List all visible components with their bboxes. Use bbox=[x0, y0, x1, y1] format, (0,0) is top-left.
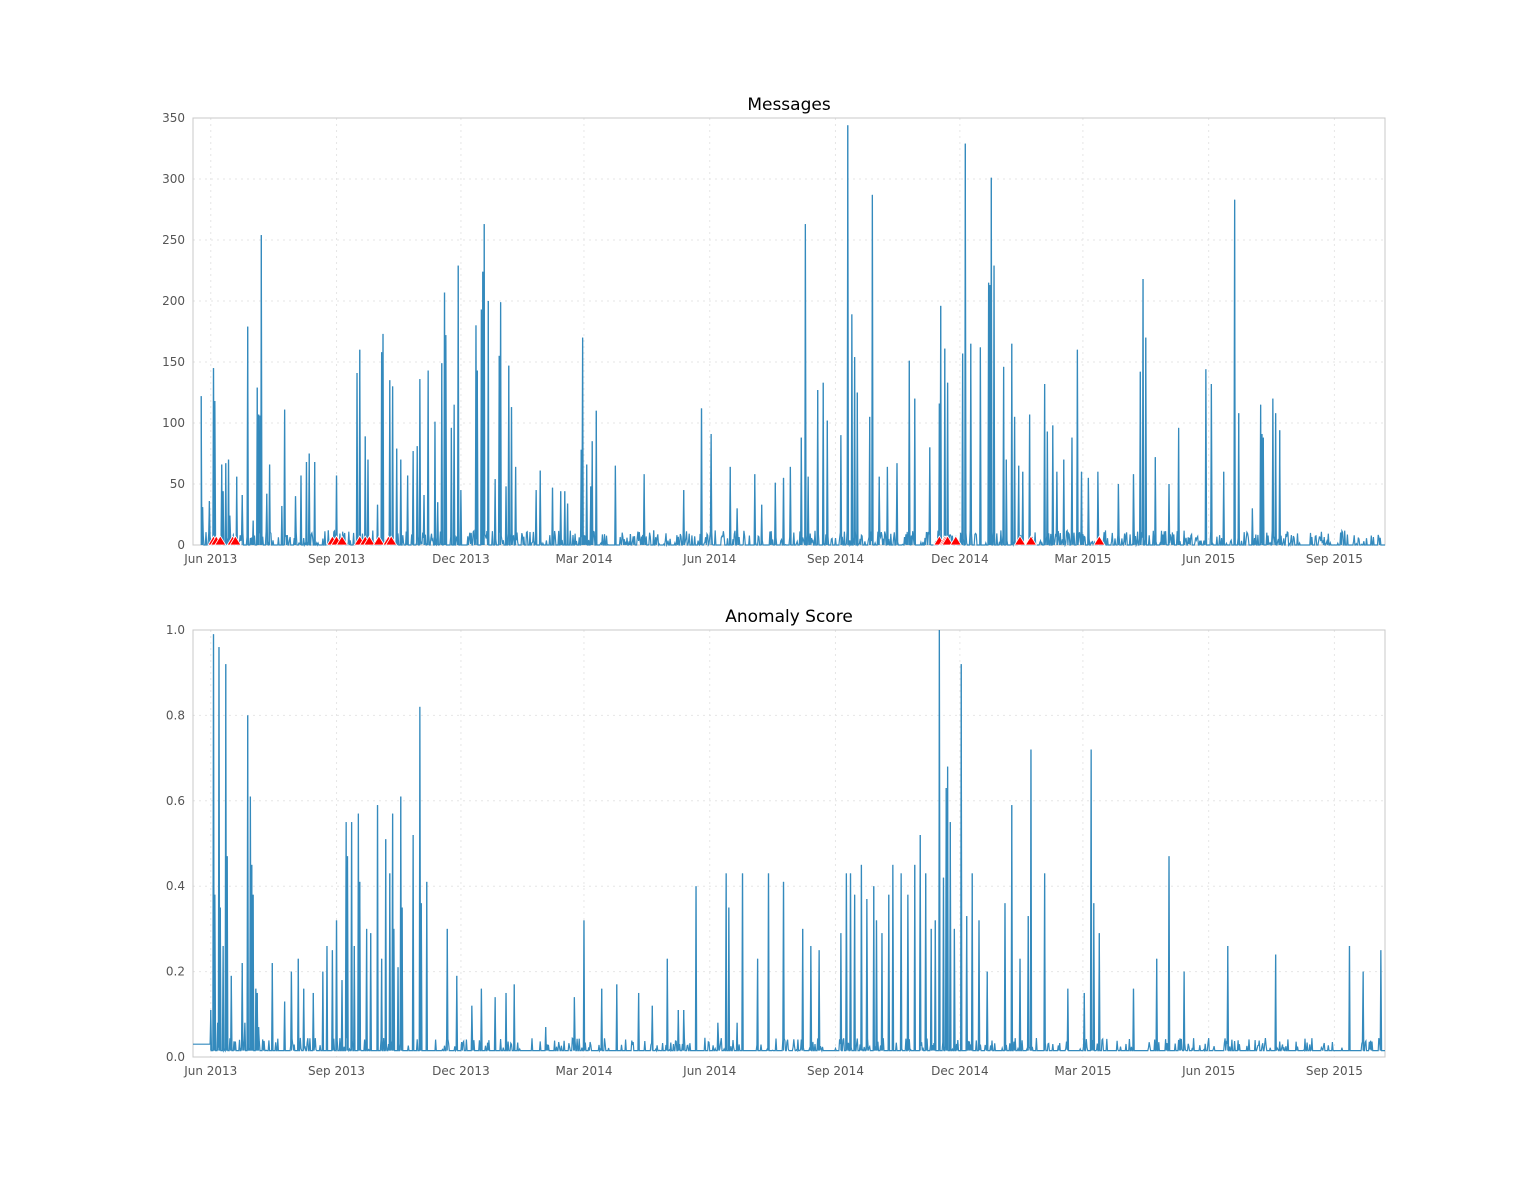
anomaly-marker bbox=[1013, 535, 1027, 546]
y-tick-label: 200 bbox=[162, 294, 185, 308]
x-tick-label: Sep 2014 bbox=[807, 552, 864, 566]
x-tick-label: Jun 2014 bbox=[682, 1064, 736, 1078]
anomaly-marker bbox=[335, 535, 349, 546]
x-tick-label: Sep 2015 bbox=[1306, 1064, 1363, 1078]
x-tick-label: Sep 2015 bbox=[1306, 552, 1363, 566]
anomaly-marker bbox=[384, 535, 398, 546]
y-tick-label: 0.8 bbox=[166, 708, 185, 722]
x-tick-label: Sep 2014 bbox=[807, 1064, 864, 1078]
anomaly-marker bbox=[372, 535, 386, 546]
anomaly-marker bbox=[229, 535, 242, 546]
x-tick-label: Dec 2014 bbox=[931, 552, 989, 566]
series-line bbox=[193, 629, 1385, 1053]
y-tick-label: 350 bbox=[162, 111, 185, 125]
y-tick-label: 0.2 bbox=[166, 965, 185, 979]
x-tick-label: Jun 2013 bbox=[183, 552, 237, 566]
y-tick-label: 0.4 bbox=[166, 879, 185, 893]
y-tick-label: 300 bbox=[162, 172, 185, 186]
chart-title: Messages bbox=[747, 95, 831, 115]
y-tick-label: 0.6 bbox=[166, 794, 185, 808]
chart-title: Anomaly Score bbox=[725, 607, 853, 627]
anomaly-marker bbox=[1093, 535, 1106, 546]
anomaly-marker bbox=[949, 535, 962, 546]
x-tick-label: Sep 2013 bbox=[308, 552, 365, 566]
series-line bbox=[200, 125, 1385, 548]
y-tick-label: 100 bbox=[162, 416, 185, 430]
x-tick-label: Jun 2015 bbox=[1181, 552, 1235, 566]
x-tick-label: Mar 2015 bbox=[1054, 1064, 1111, 1078]
x-tick-label: Mar 2014 bbox=[555, 552, 612, 566]
y-tick-label: 50 bbox=[170, 477, 185, 491]
x-tick-label: Mar 2014 bbox=[555, 1064, 612, 1078]
y-tick-label: 0 bbox=[177, 538, 185, 552]
x-tick-label: Jun 2014 bbox=[682, 552, 736, 566]
plot-frame bbox=[192, 629, 1386, 1058]
x-tick-label: Dec 2014 bbox=[931, 1064, 989, 1078]
x-tick-label: Sep 2013 bbox=[308, 1064, 365, 1078]
anomaly-marker bbox=[214, 535, 227, 546]
anomaly-marker bbox=[1024, 535, 1038, 546]
x-tick-label: Dec 2013 bbox=[432, 1064, 490, 1078]
anomaly-marker bbox=[363, 535, 376, 546]
x-tick-label: Jun 2013 bbox=[183, 1064, 237, 1078]
x-tick-label: Mar 2015 bbox=[1054, 552, 1111, 566]
y-tick-label: 250 bbox=[162, 233, 185, 247]
x-tick-label: Jun 2015 bbox=[1181, 1064, 1235, 1078]
x-tick-label: Dec 2013 bbox=[432, 552, 490, 566]
y-tick-label: 150 bbox=[162, 355, 185, 369]
y-tick-label: 0.0 bbox=[166, 1050, 185, 1064]
anomaly-marker bbox=[941, 535, 954, 546]
y-tick-label: 1.0 bbox=[166, 623, 185, 637]
